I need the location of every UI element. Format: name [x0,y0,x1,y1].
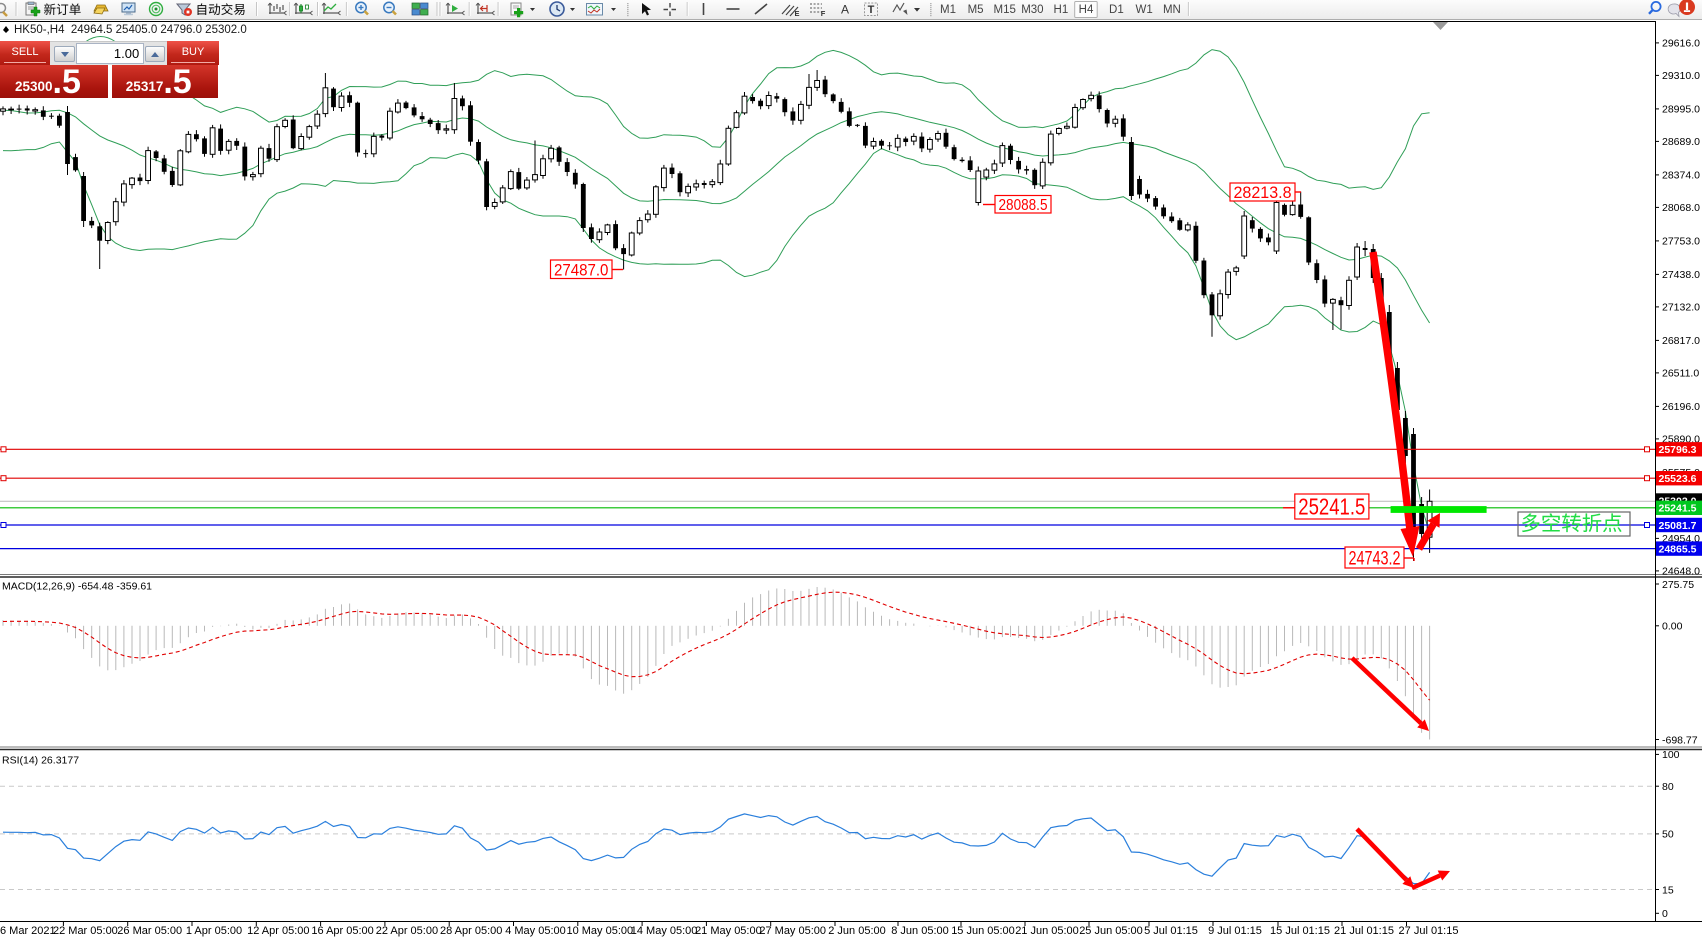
svg-text:4 May 05:00: 4 May 05:00 [505,925,566,937]
svg-text:5 Jul 01:15: 5 Jul 01:15 [1144,925,1198,937]
svg-text:D1: D1 [1109,4,1124,16]
svg-text:22 Mar 05:00: 22 Mar 05:00 [53,925,118,937]
svg-text:26511.0: 26511.0 [1662,368,1699,380]
svg-text:W1: W1 [1135,4,1152,16]
svg-text:14 May 05:00: 14 May 05:00 [631,925,698,937]
svg-text:-698.77: -698.77 [1662,734,1698,746]
svg-text:21 Jun 05:00: 21 Jun 05:00 [1015,925,1079,937]
svg-text:M1: M1 [940,4,956,16]
svg-text:MACD(12,26,9) -654.48 -359.61: MACD(12,26,9) -654.48 -359.61 [2,581,152,593]
svg-text:28213.8: 28213.8 [1234,183,1292,202]
svg-text:1 Apr 05:00: 1 Apr 05:00 [186,925,242,937]
svg-text:25796.3: 25796.3 [1659,444,1697,456]
svg-text:6 Mar 2021: 6 Mar 2021 [0,925,56,937]
svg-text:27 Jul 01:15: 27 Jul 01:15 [1399,925,1459,937]
svg-text:12 Apr 05:00: 12 Apr 05:00 [247,925,309,937]
svg-text:22 Apr 05:00: 22 Apr 05:00 [376,925,438,937]
svg-text:25523.6: 25523.6 [1659,473,1697,485]
svg-text:50: 50 [1662,829,1674,841]
svg-text:27753.0: 27753.0 [1662,236,1700,248]
svg-text:25081.7: 25081.7 [1659,520,1697,532]
svg-text:28 Apr 05:00: 28 Apr 05:00 [440,925,502,937]
svg-text:24743.2: 24743.2 [1349,548,1401,569]
svg-text:28995.0: 28995.0 [1662,104,1700,116]
svg-text:A: A [841,3,849,17]
svg-text:24648.0: 24648.0 [1662,566,1700,578]
svg-text:2 Jun 05:00: 2 Jun 05:00 [828,925,886,937]
svg-text:27132.0: 27132.0 [1662,302,1700,314]
svg-text:T: T [868,4,875,16]
svg-text:29310.0: 29310.0 [1662,70,1700,82]
svg-text:27487.0: 27487.0 [554,260,609,279]
svg-text:8 Jun 05:00: 8 Jun 05:00 [891,925,949,937]
svg-text:MN: MN [1163,4,1181,16]
svg-text:29616.0: 29616.0 [1662,38,1700,50]
svg-text:0.00: 0.00 [1662,621,1683,633]
svg-text:26196.0: 26196.0 [1662,401,1700,413]
svg-text:25 Jun 05:00: 25 Jun 05:00 [1079,925,1143,937]
svg-text:HK50-,H4 24964.5 25405.0 2479: HK50-,H4 24964.5 25405.0 24796.0 25302.0 [14,24,247,36]
svg-text:0: 0 [1662,908,1668,920]
svg-text:H4: H4 [1079,4,1094,16]
svg-text:E: E [794,9,799,18]
svg-text:27438.0: 27438.0 [1662,269,1700,281]
svg-text:21 May 05:00: 21 May 05:00 [695,925,762,937]
svg-text:100: 100 [1662,749,1680,761]
svg-text:24865.5: 24865.5 [1659,543,1697,555]
svg-text:27 May 05:00: 27 May 05:00 [759,925,826,937]
svg-text:80: 80 [1662,781,1674,793]
svg-text:28689.0: 28689.0 [1662,136,1700,148]
svg-text:26 Mar 05:00: 26 Mar 05:00 [117,925,182,937]
svg-text:H1: H1 [1054,4,1069,16]
svg-text:28068.0: 28068.0 [1662,202,1700,214]
svg-text:275.75: 275.75 [1662,579,1694,591]
svg-text:28374.0: 28374.0 [1662,170,1700,182]
svg-text:25241.5: 25241.5 [1659,503,1697,515]
svg-text:M5: M5 [968,4,984,16]
svg-text:F: F [821,9,826,18]
svg-text:M15: M15 [994,4,1016,16]
svg-text:21 Jul 01:15: 21 Jul 01:15 [1334,925,1394,937]
svg-text:28088.5: 28088.5 [999,196,1048,214]
svg-text:26817.0: 26817.0 [1662,335,1700,347]
svg-text:16 Apr 05:00: 16 Apr 05:00 [311,925,373,937]
svg-text:25241.5: 25241.5 [1298,494,1365,520]
svg-text:15 Jun 05:00: 15 Jun 05:00 [951,925,1015,937]
svg-text:RSI(14) 26.3177: RSI(14) 26.3177 [2,755,79,767]
svg-text:10 May 05:00: 10 May 05:00 [566,925,633,937]
svg-text:M30: M30 [1021,4,1043,16]
svg-text:15 Jul 01:15: 15 Jul 01:15 [1270,925,1330,937]
svg-text:9 Jul 01:15: 9 Jul 01:15 [1208,925,1262,937]
svg-text:15: 15 [1662,884,1674,896]
